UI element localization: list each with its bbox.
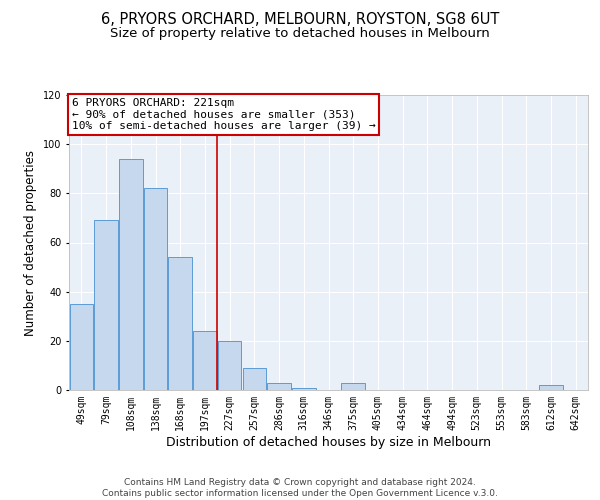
Bar: [169, 258, 192, 390]
Bar: [539, 385, 563, 390]
Y-axis label: Number of detached properties: Number of detached properties: [25, 150, 37, 336]
Bar: [242, 368, 266, 390]
Bar: [119, 159, 143, 390]
Bar: [94, 220, 118, 390]
Text: 6 PRYORS ORCHARD: 221sqm
← 90% of detached houses are smaller (353)
10% of semi-: 6 PRYORS ORCHARD: 221sqm ← 90% of detach…: [71, 98, 376, 131]
Bar: [70, 304, 93, 390]
Text: Size of property relative to detached houses in Melbourn: Size of property relative to detached ho…: [110, 28, 490, 40]
X-axis label: Distribution of detached houses by size in Melbourn: Distribution of detached houses by size …: [166, 436, 491, 448]
Bar: [292, 388, 316, 390]
Text: 6, PRYORS ORCHARD, MELBOURN, ROYSTON, SG8 6UT: 6, PRYORS ORCHARD, MELBOURN, ROYSTON, SG…: [101, 12, 499, 28]
Bar: [218, 341, 241, 390]
Bar: [193, 331, 217, 390]
Bar: [341, 382, 365, 390]
Bar: [268, 382, 291, 390]
Bar: [144, 188, 167, 390]
Text: Contains HM Land Registry data © Crown copyright and database right 2024.
Contai: Contains HM Land Registry data © Crown c…: [102, 478, 498, 498]
